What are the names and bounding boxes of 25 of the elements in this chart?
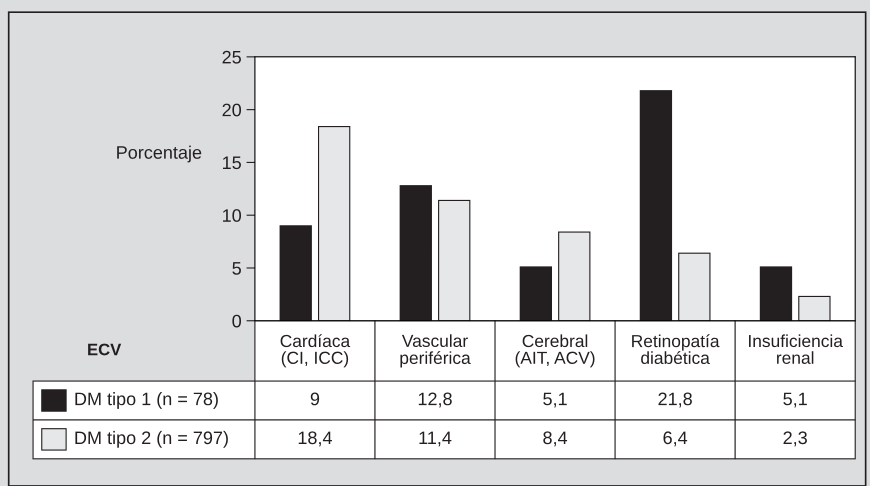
data-label: 9 <box>310 392 320 406</box>
x-tick-label: Vascular periférica <box>400 334 471 368</box>
data-label: 12,8 <box>418 392 452 408</box>
text: ECV <box>88 344 122 356</box>
data-label: 21,8 <box>658 392 692 408</box>
y-tick-label: 20 <box>222 104 242 116</box>
data-label: 5,1 <box>543 392 567 408</box>
x-tick-label: Cardíaca (CI, ICC) <box>280 334 350 368</box>
y-tick-label: 25 <box>222 50 241 64</box>
data-label: 11,4 <box>419 432 452 446</box>
y-tick-label: 10 <box>223 209 242 222</box>
legend-label: DM tipo 1 (n = 78) <box>75 392 218 409</box>
x-tick-label: Insuficiencia renal <box>749 334 843 364</box>
y-tick-label: 0 <box>232 314 242 328</box>
data-label: 18,4 <box>298 431 332 446</box>
data-label: 5,1 <box>783 392 807 408</box>
legend-label: DM tipo 2 (n = 797) <box>75 430 228 448</box>
x-tick-label: Cerebral (AIT, ACV) <box>516 334 594 368</box>
y-axis-title: Porcentaje <box>117 146 202 162</box>
x-tick-label: Retinopatía diabética <box>632 334 720 364</box>
data-label: 8,4 <box>543 431 568 446</box>
data-label: 6,4 <box>663 431 688 446</box>
y-tick-label: 5 <box>232 262 241 275</box>
data-label: 2,3 <box>784 431 807 446</box>
y-tick-label: 15 <box>223 156 241 170</box>
